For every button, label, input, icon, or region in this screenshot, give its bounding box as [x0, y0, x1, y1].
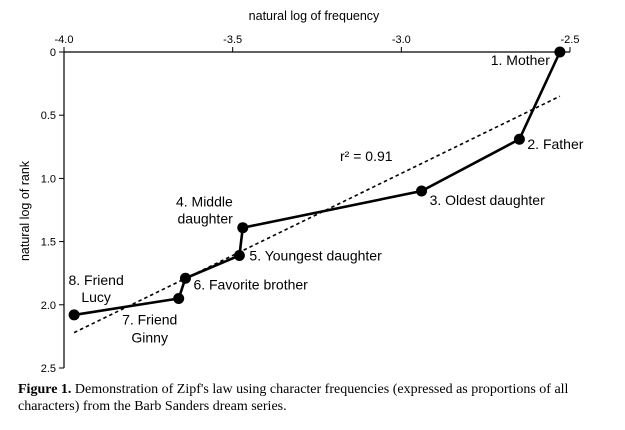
point-label: 5. Youngest daughter	[249, 248, 382, 264]
x-axis-title: natural log of frequency	[249, 9, 380, 23]
x-tick-label: -2.5	[561, 34, 580, 46]
x-tick-label: -3.0	[392, 34, 411, 46]
x-tick-label: -4.0	[55, 34, 74, 46]
data-point	[173, 292, 185, 304]
caption-text: Demonstration of Zipf's law using charac…	[18, 382, 569, 414]
point-label: 2. Father	[527, 136, 583, 152]
r-squared-label: r² = 0.91	[340, 148, 393, 164]
point-label: 3. Oldest daughter	[430, 192, 546, 208]
series-line	[73, 51, 562, 317]
point-label: 1. Mother	[491, 52, 550, 68]
y-tick-label: 0	[50, 47, 56, 59]
data-point	[68, 309, 80, 321]
trendline: r² = 0.91	[73, 95, 561, 334]
data-point	[233, 250, 245, 262]
point-label: 8. Friend Lucy	[68, 272, 123, 305]
y-tick-label: 0.5	[41, 110, 56, 122]
trend-line	[73, 95, 561, 334]
y-tick-label: 1.5	[41, 237, 56, 249]
point-label: 6. Favorite brother	[193, 276, 308, 292]
point-label: 4. Middle daughter	[176, 194, 233, 227]
x-tick-label: -3.5	[223, 34, 242, 46]
zipf-chart: natural log of frequency natural log of …	[18, 9, 584, 375]
y-axis-title: natural log of rank	[18, 160, 32, 261]
data-point	[513, 133, 525, 145]
point-label: 7. Friend Ginny	[122, 311, 177, 345]
data-series	[68, 46, 566, 321]
y-tick-label: 1.0	[41, 173, 56, 185]
caption-label: Figure 1.	[18, 382, 72, 397]
y-tick-label: 2.5	[41, 363, 56, 375]
point-labels: 1. Mother 2. Father 3. Oldest daughter 4. M…	[68, 52, 583, 345]
data-point	[237, 222, 249, 234]
data-point	[416, 185, 428, 197]
axes: -4.0 -3.5 -3.0 -2.5 0 0.5 1.0 1.5 2.0 2.5	[41, 34, 580, 375]
y-tick-label: 2.0	[41, 300, 56, 312]
data-point	[554, 46, 566, 58]
figure-caption: Figure 1. Demonstration of Zipf's law us…	[18, 381, 618, 415]
data-point	[179, 272, 191, 284]
